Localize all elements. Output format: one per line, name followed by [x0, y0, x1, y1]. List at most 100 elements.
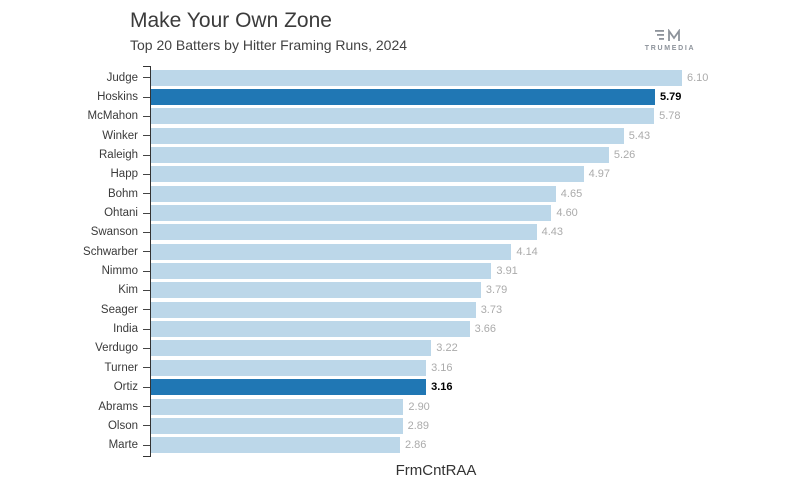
- bar-category-label: Kim: [118, 284, 138, 297]
- bar-category-label: Nimmo: [101, 265, 138, 278]
- bar-value-label: 3.22: [436, 342, 458, 355]
- bar-row: Hoskins 5.79: [0, 87, 800, 106]
- y-axis-tick: [143, 115, 150, 117]
- y-axis-tick: [143, 96, 150, 98]
- bar-value-label: 4.97: [588, 168, 611, 181]
- bar-category-label: Ohtani: [104, 207, 138, 220]
- bar[interactable]: [151, 185, 556, 202]
- y-axis-tick: [143, 173, 150, 175]
- y-axis-tick: [143, 231, 150, 233]
- bar-value-label: 5.78: [659, 110, 681, 123]
- bar-value-label: 5.43: [628, 129, 651, 142]
- plot-area: Judge 6.10 Hoskins 5.79 McMahon 5.78 Winker 5.4…: [0, 68, 800, 455]
- y-axis-tick: [143, 154, 150, 156]
- bar-value-label: 4.65: [560, 187, 583, 200]
- bar[interactable]: [151, 147, 609, 164]
- bar[interactable]: [151, 263, 492, 280]
- bar-category-label: Swanson: [90, 226, 138, 239]
- bar-category-label: Raleigh: [99, 149, 138, 162]
- bar-value-label: 3.91: [496, 265, 518, 278]
- bar-row: India 3.66: [0, 319, 800, 338]
- y-axis-line: [143, 66, 151, 457]
- x-axis-label: FrmCntRAA: [395, 462, 477, 479]
- bar[interactable]: [151, 69, 682, 86]
- bar-row: Ohtani 4.60: [0, 203, 800, 222]
- bar-row: Olson 2.89: [0, 416, 800, 435]
- bar-category-label: Turner: [104, 361, 138, 374]
- bar[interactable]: [151, 127, 624, 144]
- bar-value-label: 4.60: [556, 207, 578, 220]
- bar-category-label: Ortiz: [113, 381, 138, 394]
- bar-row: Happ 4.97: [0, 165, 800, 184]
- chart-subtitle: Top 20 Batters by Hitter Framing Runs, 2…: [130, 37, 408, 54]
- bar[interactable]: [151, 224, 537, 241]
- bar-category-label: Abrams: [98, 400, 138, 413]
- bar-row: Kim 3.79: [0, 281, 800, 300]
- bar-value-label: 4.14: [516, 245, 538, 258]
- bar-value-label: 4.43: [541, 226, 564, 239]
- bar-category-label: Judge: [106, 71, 138, 84]
- bar[interactable]: [151, 321, 470, 338]
- y-axis-tick: [143, 347, 150, 349]
- bar-category-label: Olson: [107, 419, 138, 432]
- y-axis-tick: [143, 386, 150, 388]
- y-axis-tick: [143, 77, 150, 79]
- y-axis-tick: [143, 251, 150, 253]
- bar[interactable]: [151, 205, 552, 222]
- bar[interactable]: [151, 282, 481, 299]
- y-axis-tick: [143, 328, 150, 330]
- y-axis-tick: [143, 289, 150, 291]
- y-axis-tick: [143, 425, 150, 427]
- bar-value-label: 3.79: [485, 284, 508, 297]
- bar-value-label: 3.73: [480, 303, 503, 316]
- bar[interactable]: [151, 437, 400, 454]
- bar-value-label: 2.86: [405, 439, 427, 452]
- bar-category-label: Winker: [102, 129, 138, 142]
- y-axis-tick: [143, 309, 150, 311]
- bar[interactable]: [151, 417, 403, 434]
- bar[interactable]: [151, 166, 584, 183]
- y-axis-tick: [143, 193, 150, 195]
- bar-value-label: 3.16: [431, 361, 453, 374]
- bar-category-label: Schwarber: [83, 245, 138, 258]
- bar-row: Nimmo 3.91: [0, 261, 800, 280]
- bar-row: Bohm 4.65: [0, 184, 800, 203]
- y-axis-tick: [143, 367, 150, 369]
- bar-highlighted[interactable]: [151, 379, 427, 396]
- bar-row: Schwarber 4.14: [0, 242, 800, 261]
- bar-row: Verdugo 3.22: [0, 339, 800, 358]
- y-axis-tick: [143, 444, 150, 446]
- bar[interactable]: [151, 243, 512, 260]
- bar-row: Turner 3.16: [0, 358, 800, 377]
- y-axis-tick: [143, 212, 150, 214]
- bar-row: Seager 3.73: [0, 300, 800, 319]
- bar-row: Ortiz 3.16: [0, 378, 800, 397]
- trumedia-logo: TRUMEDIA: [638, 29, 702, 52]
- bar[interactable]: [151, 301, 476, 318]
- bar-category-label: McMahon: [87, 110, 139, 123]
- bar-value-label: 3.16: [431, 381, 453, 394]
- bar-highlighted[interactable]: [151, 89, 655, 106]
- bar-category-label: Bohm: [107, 187, 138, 200]
- bar[interactable]: [151, 108, 655, 125]
- bar-category-label: Seager: [100, 303, 138, 316]
- bar-value-label: 3.66: [474, 323, 497, 336]
- bar[interactable]: [151, 398, 404, 415]
- bar-row: Winker 5.43: [0, 126, 800, 145]
- bar-category-label: Verdugo: [95, 342, 138, 355]
- bar-category-label: India: [113, 323, 138, 336]
- bar-category-label: Marte: [108, 439, 138, 452]
- bar-row: Judge 6.10: [0, 68, 800, 87]
- bar-value-label: 2.89: [407, 419, 430, 432]
- bar-value-label: 5.79: [660, 91, 682, 104]
- bar-row: Swanson 4.43: [0, 223, 800, 242]
- bar-value-label: 5.26: [613, 149, 636, 162]
- bar-category-label: Happ: [110, 168, 139, 181]
- bar-row: Raleigh 5.26: [0, 145, 800, 164]
- bar[interactable]: [151, 340, 432, 357]
- bar-row: Marte 2.86: [0, 436, 800, 455]
- bar-value-label: 2.90: [408, 400, 430, 413]
- page-title: Make Your Own Zone: [130, 9, 332, 32]
- bar-row: Abrams 2.90: [0, 397, 800, 416]
- bar[interactable]: [151, 359, 427, 376]
